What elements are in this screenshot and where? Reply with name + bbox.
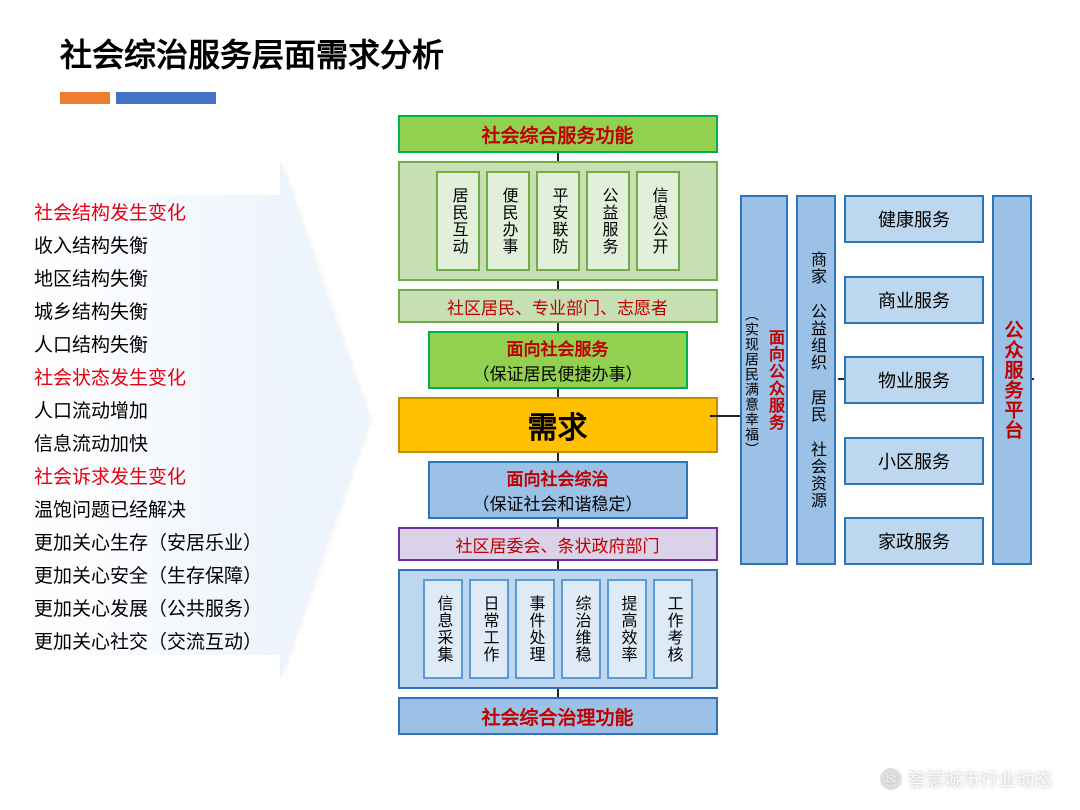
left-list-item: 更加关心发展（公共服务） (34, 593, 304, 626)
left-list-item: 温饱问题已经解决 (34, 494, 304, 527)
right-services: 健康服务商业服务物业服务小区服务家政服务 (844, 195, 984, 565)
govern-box: 面向社会综治 （保证社会和谐稳定） (428, 461, 688, 519)
bottom-item: 事件处理 (515, 579, 555, 679)
service-item: 物业服务 (844, 356, 984, 404)
left-list-item: 城乡结构失衡 (34, 296, 304, 329)
connector-line (710, 415, 740, 417)
top-item: 平安联防 (536, 171, 580, 271)
bottom-actors-box: 社区居委会、条状政府部门 (398, 527, 718, 561)
connector-line (557, 323, 559, 331)
left-list-item: 人口结构失衡 (34, 329, 304, 362)
connector-line (557, 281, 559, 289)
left-list-item: 地区结构失衡 (34, 263, 304, 296)
right-col1-subtitle: （实现居民满意幸福） (742, 307, 762, 457)
left-list-item: 社会状态发生变化 (34, 362, 304, 395)
left-list-item: 更加关心安全（生存保障） (34, 560, 304, 593)
left-list-item: 更加关心生存（安居乐业） (34, 527, 304, 560)
govern-subtitle: （保证社会和谐稳定） (473, 490, 643, 515)
accent-bar-orange (60, 92, 110, 104)
service-subtitle: （保证居民便捷办事） (473, 360, 643, 385)
bottom-item: 工作考核 (653, 579, 693, 679)
accent-bar-blue (116, 92, 216, 104)
core-box: 需求 (398, 397, 718, 453)
left-list-item: 收入结构失衡 (34, 230, 304, 263)
left-arrow: 社会结构发生变化收入结构失衡地区结构失衡城乡结构失衡人口结构失衡社会状态发生变化… (22, 185, 332, 665)
bottom-item: 信息采集 (423, 579, 463, 679)
connector-line (557, 453, 559, 461)
left-list-item: 更加关心社交（交流互动） (34, 626, 304, 659)
bottom-item: 提高效率 (607, 579, 647, 679)
connector-line (557, 689, 559, 697)
top-actors-box: 社区居民、专业部门、志愿者 (398, 289, 718, 323)
top-item: 信息公开 (636, 171, 680, 271)
bottom-title-box: 社会综合治理功能 (398, 697, 718, 735)
top-title-box: 社会综合服务功能 (398, 115, 718, 153)
connector-line (557, 561, 559, 569)
right-col2: 商家 公益组织 居民 社会资源 (796, 195, 836, 565)
service-item: 健康服务 (844, 195, 984, 243)
top-item: 公益服务 (586, 171, 630, 271)
top-item: 居民互动 (436, 171, 480, 271)
watermark: ✉ 智慧城市行业动态 (880, 766, 1052, 792)
left-list: 社会结构发生变化收入结构失衡地区结构失衡城乡结构失衡人口结构失衡社会状态发生变化… (34, 197, 304, 659)
center-diagram: 社会综合服务功能 居民互动便民办事平安联防公益服务信息公开 社区居民、专业部门、… (390, 115, 725, 735)
right-col1: 面向公众服务 （实现居民满意幸福） (740, 195, 788, 565)
connector-line (557, 519, 559, 527)
service-title: 面向社会服务 (507, 335, 609, 360)
wechat-icon: ✉ (880, 768, 902, 790)
service-box: 面向社会服务 （保证居民便捷办事） (428, 331, 688, 389)
connector-line (557, 153, 559, 161)
service-item: 家政服务 (844, 517, 984, 565)
top-items-row: 居民互动便民办事平安联防公益服务信息公开 (398, 161, 718, 281)
left-list-item: 社会结构发生变化 (34, 197, 304, 230)
right-col1-title: 面向公众服务 (762, 329, 786, 431)
accent-bars (60, 92, 216, 104)
right-section: 面向公众服务 （实现居民满意幸福） 商家 公益组织 居民 社会资源 健康服务商业… (740, 195, 1032, 565)
service-item: 商业服务 (844, 276, 984, 324)
top-item: 便民办事 (486, 171, 530, 271)
bottom-item: 日常工作 (469, 579, 509, 679)
left-list-item: 人口流动增加 (34, 395, 304, 428)
bottom-items-row: 信息采集日常工作事件处理综治维稳提高效率工作考核 (398, 569, 718, 689)
govern-title: 面向社会综治 (507, 465, 609, 490)
connector-line (557, 389, 559, 397)
service-item: 小区服务 (844, 437, 984, 485)
bottom-item: 综治维稳 (561, 579, 601, 679)
watermark-text: 智慧城市行业动态 (908, 766, 1052, 792)
left-list-item: 信息流动加快 (34, 428, 304, 461)
page-title: 社会综治服务层面需求分析 (60, 30, 444, 76)
left-list-item: 社会诉求发生变化 (34, 461, 304, 494)
right-platform: 公众服务平台 (992, 195, 1032, 565)
